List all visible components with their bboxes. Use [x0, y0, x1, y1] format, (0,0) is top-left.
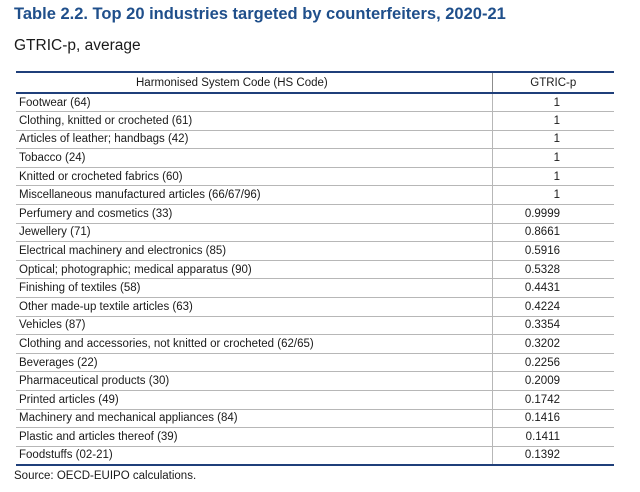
industry-name-cell: Jewellery (71)	[16, 223, 493, 243]
table-row: Finishing of textiles (58) 0.4431	[16, 278, 614, 299]
table-row: Optical; photographic; medical apparatus…	[16, 260, 614, 280]
gtric-value-cell: 0.3354	[492, 316, 614, 336]
gtric-value-cell: 1	[492, 185, 614, 206]
industry-name-cell: Printed articles (49)	[16, 390, 493, 410]
data-table-container: Harmonised System Code (HS Code) GTRIC-p…	[16, 71, 614, 466]
gtric-value-cell: 1	[492, 167, 614, 187]
table-row: Beverages (22) 0.2256	[16, 353, 614, 373]
industry-name-cell: Plastic and articles thereof (39)	[16, 427, 493, 447]
gtric-value-cell: 0.4224	[492, 297, 614, 317]
table-subtitle: GTRIC-p, average	[14, 37, 141, 54]
industry-name-cell: Footwear (64)	[16, 93, 493, 113]
industry-name-cell: Machinery and mechanical appliances (84)	[16, 409, 493, 429]
industry-name-cell: Foodstuffs (02-21)	[16, 446, 493, 466]
table-row: Clothing and accessories, not knitted or…	[16, 334, 614, 354]
table-row: Machinery and mechanical appliances (84)…	[16, 409, 614, 429]
gtric-value-cell: 0.1742	[492, 390, 614, 410]
industry-name-cell: Articles of leather; handbags (42)	[16, 130, 493, 150]
gtric-value-cell: 0.4431	[492, 278, 614, 299]
gtric-value-cell: 1	[492, 111, 614, 131]
table-body: Footwear (64) 1 Clothing, knitted or croch…	[16, 93, 614, 466]
gtric-value-cell: 0.8661	[492, 223, 614, 243]
gtric-value-cell: 0.5328	[492, 260, 614, 280]
gtric-value-cell: 1	[492, 130, 614, 150]
industry-name-cell: Clothing and accessories, not knitted or…	[16, 334, 493, 354]
gtric-value-cell: 0.3202	[492, 334, 614, 354]
gtric-value-cell: 0.2256	[492, 353, 614, 373]
industry-name-cell: Pharmaceutical products (30)	[16, 371, 493, 391]
industry-name-cell: Electrical machinery and electronics (85…	[16, 241, 493, 261]
gtric-value-cell: 0.2009	[492, 371, 614, 391]
gtric-value-cell: 1	[492, 148, 614, 168]
source-note: Source: OECD-EUIPO calculations.	[14, 470, 197, 482]
column-header-hs-code: Harmonised System Code (HS Code)	[16, 71, 493, 94]
table-row: Foodstuffs (02-21) 0.1392	[16, 446, 614, 466]
column-header-gtric: GTRIC-p	[492, 71, 614, 94]
gtric-value-cell: 0.1416	[492, 409, 614, 429]
table-row: Perfumery and cosmetics (33) 0.9999	[16, 204, 614, 224]
industry-name-cell: Beverages (22)	[16, 353, 493, 373]
industry-name-cell: Perfumery and cosmetics (33)	[16, 204, 493, 224]
industry-name-cell: Knitted or crocheted fabrics (60)	[16, 167, 493, 187]
table-row: Footwear (64) 1	[16, 93, 614, 113]
table-row: Tobacco (24) 1	[16, 148, 614, 168]
table-row: Other made-up textile articles (63) 0.422…	[16, 297, 614, 317]
table-row: Miscellaneous manufactured articles (66/…	[16, 185, 614, 206]
table-row: Vehicles (87) 0.3354	[16, 316, 614, 336]
industries-table: Harmonised System Code (HS Code) GTRIC-p…	[16, 71, 614, 466]
gtric-value-cell: 0.1411	[492, 427, 614, 447]
table-row: Clothing, knitted or crocheted (61) 1	[16, 111, 614, 131]
table-row: Articles of leather; handbags (42) 1	[16, 130, 614, 150]
table-row: Plastic and articles thereof (39) 0.1411	[16, 427, 614, 447]
industry-name-cell: Finishing of textiles (58)	[16, 278, 493, 299]
industry-name-cell: Optical; photographic; medical apparatus…	[16, 260, 493, 280]
industry-name-cell: Clothing, knitted or crocheted (61)	[16, 111, 493, 131]
industry-name-cell: Miscellaneous manufactured articles (66/…	[16, 185, 493, 206]
industry-name-cell: Other made-up textile articles (63)	[16, 297, 493, 317]
gtric-value-cell: 1	[492, 93, 614, 113]
table-title: Table 2.2. Top 20 industries targeted by…	[14, 5, 506, 23]
table-row: Electrical machinery and electronics (85…	[16, 241, 614, 261]
industry-name-cell: Vehicles (87)	[16, 316, 493, 336]
table-row: Jewellery (71) 0.8661	[16, 223, 614, 243]
table-row: Knitted or crocheted fabrics (60) 1	[16, 167, 614, 187]
gtric-value-cell: 0.5916	[492, 241, 614, 261]
table-row: Printed articles (49) 0.1742	[16, 390, 614, 410]
gtric-value-cell: 0.1392	[492, 446, 614, 466]
gtric-value-cell: 0.9999	[492, 204, 614, 224]
industry-name-cell: Tobacco (24)	[16, 148, 493, 168]
table-header-row: Harmonised System Code (HS Code) GTRIC-p	[16, 71, 614, 94]
table-row: Pharmaceutical products (30) 0.2009	[16, 371, 614, 391]
